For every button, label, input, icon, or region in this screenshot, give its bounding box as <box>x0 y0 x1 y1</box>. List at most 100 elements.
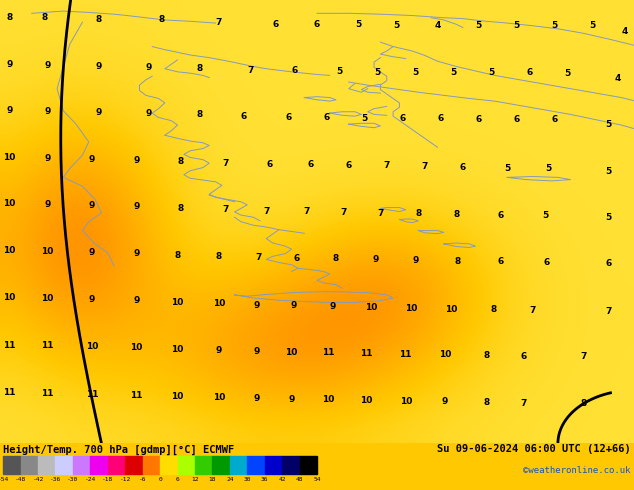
Text: 6: 6 <box>476 115 482 124</box>
Text: 8: 8 <box>333 254 339 264</box>
Bar <box>160 457 178 474</box>
Text: 9: 9 <box>44 107 51 116</box>
Bar <box>143 457 160 474</box>
Text: 6: 6 <box>437 114 444 123</box>
Text: 9: 9 <box>133 156 139 165</box>
Text: 5: 5 <box>488 68 495 77</box>
Text: 9: 9 <box>44 154 51 163</box>
Text: 6: 6 <box>498 211 504 220</box>
Text: 7: 7 <box>256 253 262 262</box>
Text: 6: 6 <box>314 20 320 29</box>
Text: 10: 10 <box>3 199 16 208</box>
Text: 10: 10 <box>212 299 225 308</box>
Text: 6: 6 <box>514 115 520 124</box>
Text: 9: 9 <box>6 60 13 69</box>
Text: 10: 10 <box>445 305 458 314</box>
Text: 6: 6 <box>285 113 292 122</box>
Text: 9: 9 <box>44 200 51 209</box>
Bar <box>38 457 56 474</box>
Text: 24: 24 <box>226 477 233 482</box>
Bar <box>230 457 247 474</box>
Text: 10: 10 <box>212 393 225 402</box>
Text: -24: -24 <box>85 477 96 482</box>
Text: 10: 10 <box>41 247 54 256</box>
Text: 5: 5 <box>361 114 368 123</box>
Text: 5: 5 <box>590 21 596 30</box>
Bar <box>265 457 282 474</box>
Text: 6: 6 <box>292 67 298 75</box>
Text: 9: 9 <box>6 106 13 115</box>
Text: 9: 9 <box>254 394 260 403</box>
Text: 9: 9 <box>254 347 260 356</box>
Text: 5: 5 <box>605 213 612 222</box>
Text: 5: 5 <box>504 164 510 173</box>
Text: 9: 9 <box>89 248 95 257</box>
Text: 9: 9 <box>442 397 448 406</box>
Text: 10: 10 <box>285 347 298 357</box>
Text: 54: 54 <box>313 477 321 482</box>
Text: 12: 12 <box>191 477 198 482</box>
Text: 6: 6 <box>605 259 612 268</box>
Text: 7: 7 <box>222 159 228 168</box>
Text: 18: 18 <box>209 477 216 482</box>
Text: 9: 9 <box>95 62 101 71</box>
Text: 5: 5 <box>374 68 380 77</box>
Text: 5: 5 <box>605 120 612 129</box>
Text: 5: 5 <box>605 167 612 176</box>
Text: 11: 11 <box>322 348 335 358</box>
Text: 9: 9 <box>412 256 418 265</box>
Text: 6: 6 <box>266 160 273 169</box>
Text: 10: 10 <box>171 298 184 307</box>
Text: 8: 8 <box>178 204 184 213</box>
Text: 9: 9 <box>288 394 295 404</box>
Text: 9: 9 <box>133 296 139 305</box>
Text: 9: 9 <box>146 109 152 118</box>
Text: 6: 6 <box>273 20 279 29</box>
Text: 6: 6 <box>543 258 550 267</box>
Bar <box>178 457 195 474</box>
Text: 8: 8 <box>197 110 203 119</box>
Text: 5: 5 <box>355 20 361 29</box>
Text: 10: 10 <box>365 303 377 312</box>
Text: 7: 7 <box>247 66 254 74</box>
Text: 6: 6 <box>307 160 314 170</box>
Text: 11: 11 <box>130 391 143 400</box>
Text: 9: 9 <box>95 108 101 117</box>
Text: 8: 8 <box>178 157 184 166</box>
Text: Height/Temp. 700 hPa [gdmp][°C] ECMWF: Height/Temp. 700 hPa [gdmp][°C] ECMWF <box>3 444 235 455</box>
Text: 10: 10 <box>3 153 16 162</box>
Text: 5: 5 <box>336 67 342 76</box>
Text: 8: 8 <box>455 257 461 266</box>
Text: 10: 10 <box>3 294 16 302</box>
Text: 9: 9 <box>89 201 95 210</box>
Text: 9: 9 <box>146 63 152 72</box>
Text: 6: 6 <box>526 68 533 77</box>
Bar <box>195 457 212 474</box>
Text: 10: 10 <box>171 392 184 401</box>
Text: 9: 9 <box>330 302 336 311</box>
Text: 4: 4 <box>621 26 628 36</box>
Bar <box>126 457 143 474</box>
Text: -18: -18 <box>102 477 113 482</box>
Text: 11: 11 <box>41 389 54 398</box>
Text: 11: 11 <box>86 390 98 399</box>
Text: 7: 7 <box>263 207 269 216</box>
Text: 7: 7 <box>580 352 586 362</box>
Text: 10: 10 <box>404 304 417 313</box>
Text: 42: 42 <box>278 477 286 482</box>
Text: -6: -6 <box>139 477 146 482</box>
Text: 9: 9 <box>133 202 139 211</box>
Text: 4: 4 <box>615 74 621 82</box>
Text: 9: 9 <box>89 155 95 164</box>
Text: -42: -42 <box>32 477 44 482</box>
Bar <box>247 457 265 474</box>
Text: 7: 7 <box>384 161 390 171</box>
Text: 11: 11 <box>41 342 54 350</box>
Text: 4: 4 <box>434 21 441 30</box>
Text: 6: 6 <box>498 257 504 266</box>
Text: 5: 5 <box>514 21 520 30</box>
Text: -48: -48 <box>15 477 26 482</box>
Text: 7: 7 <box>216 18 222 26</box>
Text: 7: 7 <box>529 306 536 315</box>
Text: -54: -54 <box>0 477 9 482</box>
